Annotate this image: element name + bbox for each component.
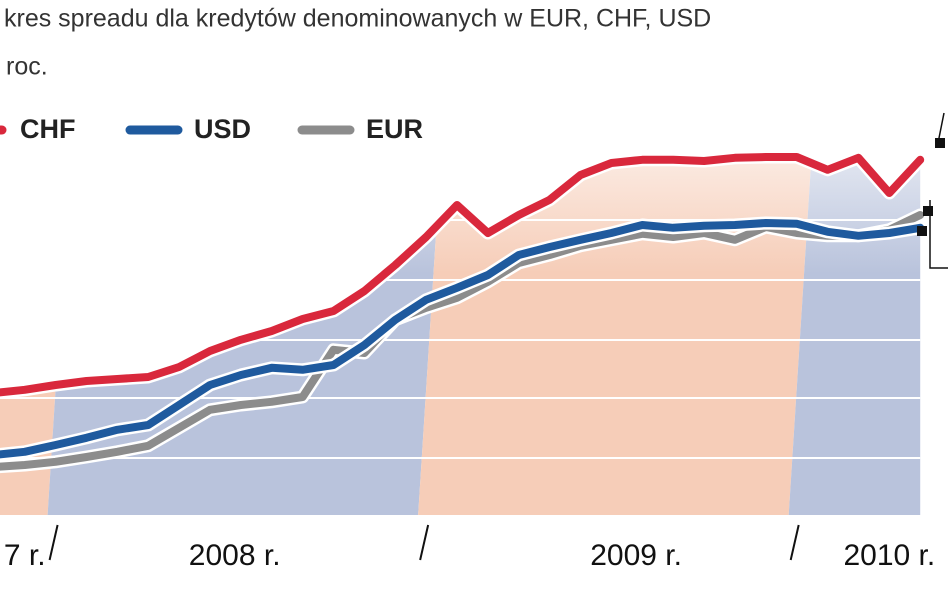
- end-marker: [935, 138, 945, 148]
- end-marker: [917, 226, 927, 236]
- end-marker: [923, 206, 933, 216]
- series-line: [0, 153, 925, 397]
- year-band: [418, 157, 817, 515]
- x-tick-label: 2008 r.: [189, 539, 281, 572]
- x-tick-label: 2009 r.: [590, 539, 682, 572]
- x-separator: [419, 524, 430, 561]
- x-tick-label: 2010 r.: [843, 539, 935, 572]
- x-separator: [789, 524, 800, 561]
- bracket: [929, 112, 948, 269]
- x-tick-label: 7 r.: [4, 539, 46, 572]
- chart-subtitle: roc.: [6, 53, 48, 81]
- legend-label: EUR: [366, 114, 423, 144]
- year-band: [788, 157, 921, 515]
- chart-title: kres spreadu dla kredytów denominowanych…: [4, 5, 711, 33]
- x-separator: [48, 524, 59, 561]
- legend-label: USD: [194, 114, 251, 144]
- series-line: [0, 219, 925, 459]
- legend-label: CHF: [20, 114, 76, 144]
